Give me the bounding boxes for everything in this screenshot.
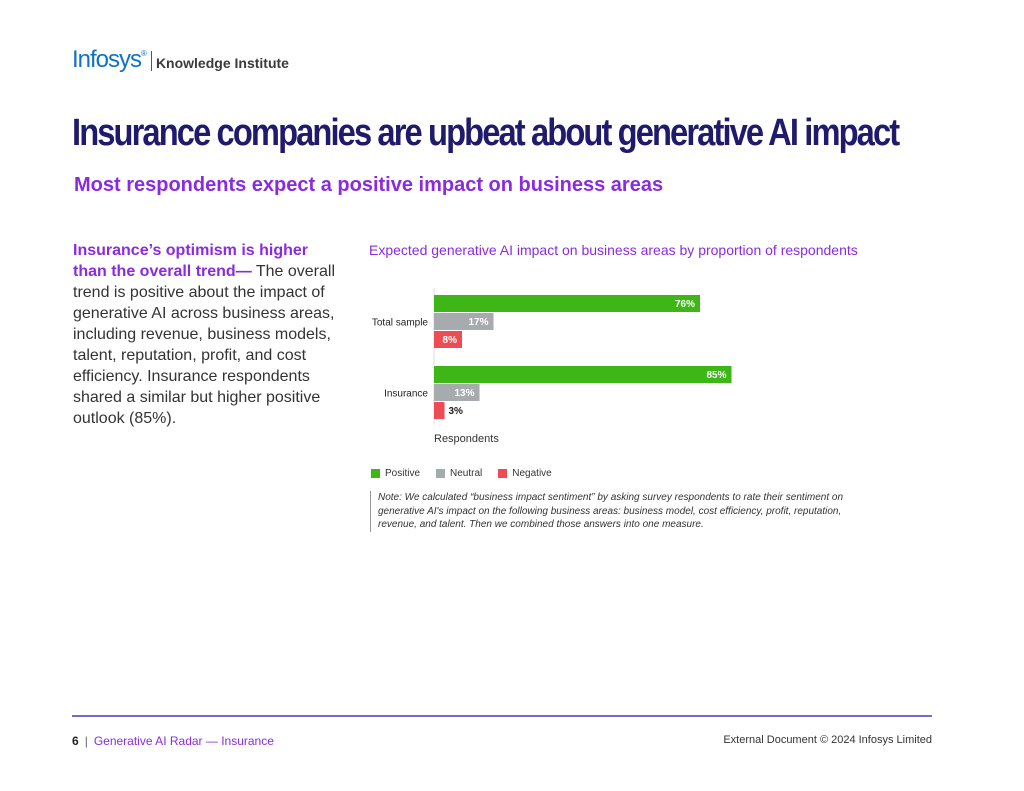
category-label-total-sample: Total sample [372,318,429,329]
legend-label-negative: Negative [512,468,552,479]
legend-swatch-positive [371,469,380,478]
bar-total-sample-negative [434,331,462,348]
legend-item-positive: Positive [371,468,420,479]
footer-copyright: External Document © 2024 Infosys Limited [723,734,932,746]
bar-insurance-negative [434,402,445,419]
legend-label-positive: Positive [385,468,421,479]
body-text: The overall trend is positive about the … [73,263,336,427]
x-axis-label: Respondents [434,433,499,445]
logo-brand: Infosys [72,46,142,73]
category-label-insurance: Insurance [384,389,428,400]
body-paragraph: Insurance’s optimism is higher than the … [73,240,343,429]
bar-total-sample-positive [434,295,700,312]
legend-item-neutral: Neutral [436,468,482,479]
bar-label-insurance-positive: 85% [706,370,726,381]
legend-label-neutral: Neutral [450,468,483,479]
footer-divider [72,715,932,717]
logo-divider [150,51,152,71]
bar-label-total-sample-negative: 8% [443,335,458,346]
legend-item-negative: Negative [498,468,552,479]
bar-chart: Total sample 76% 17% 8% Insurance 85% 13% 3% Res… [372,288,732,445]
footer-left: 6 | Generative AI Radar — Insurance [72,734,274,748]
page-subtitle: Most respondents expect a positive impac… [74,174,664,196]
bar-label-total-sample-neutral: 17% [468,317,488,328]
bar-insurance-positive [434,366,732,383]
body-lead: Insurance’s optimism is higher than the … [73,242,309,280]
footer-separator: | [84,734,88,748]
page-number: 6 [72,734,79,748]
chart-title: Expected generative AI impact on busines… [369,242,858,258]
chart-legend: Positive Neutral Negative [371,468,568,479]
bar-total-sample-neutral [434,313,494,330]
bar-insurance-neutral [434,384,480,401]
legend-swatch-neutral [436,469,446,478]
bar-label-insurance-neutral: 13% [454,388,474,399]
logo-registered-mark: ® [141,49,147,58]
legend-swatch-negative [498,469,508,478]
logo-institute: Knowledge Institute [155,55,289,71]
chart-note: Note: We calculated “business impact sen… [370,491,856,532]
bar-label-insurance-negative: 3% [449,406,464,417]
document-title: Generative AI Radar — Insurance [93,734,274,748]
bar-label-total-sample-positive: 76% [675,299,695,310]
page-title: Insurance companies are upbeat about gen… [72,112,900,154]
infosys-logo: Infosys ® Knowledge Institute [72,48,289,72]
